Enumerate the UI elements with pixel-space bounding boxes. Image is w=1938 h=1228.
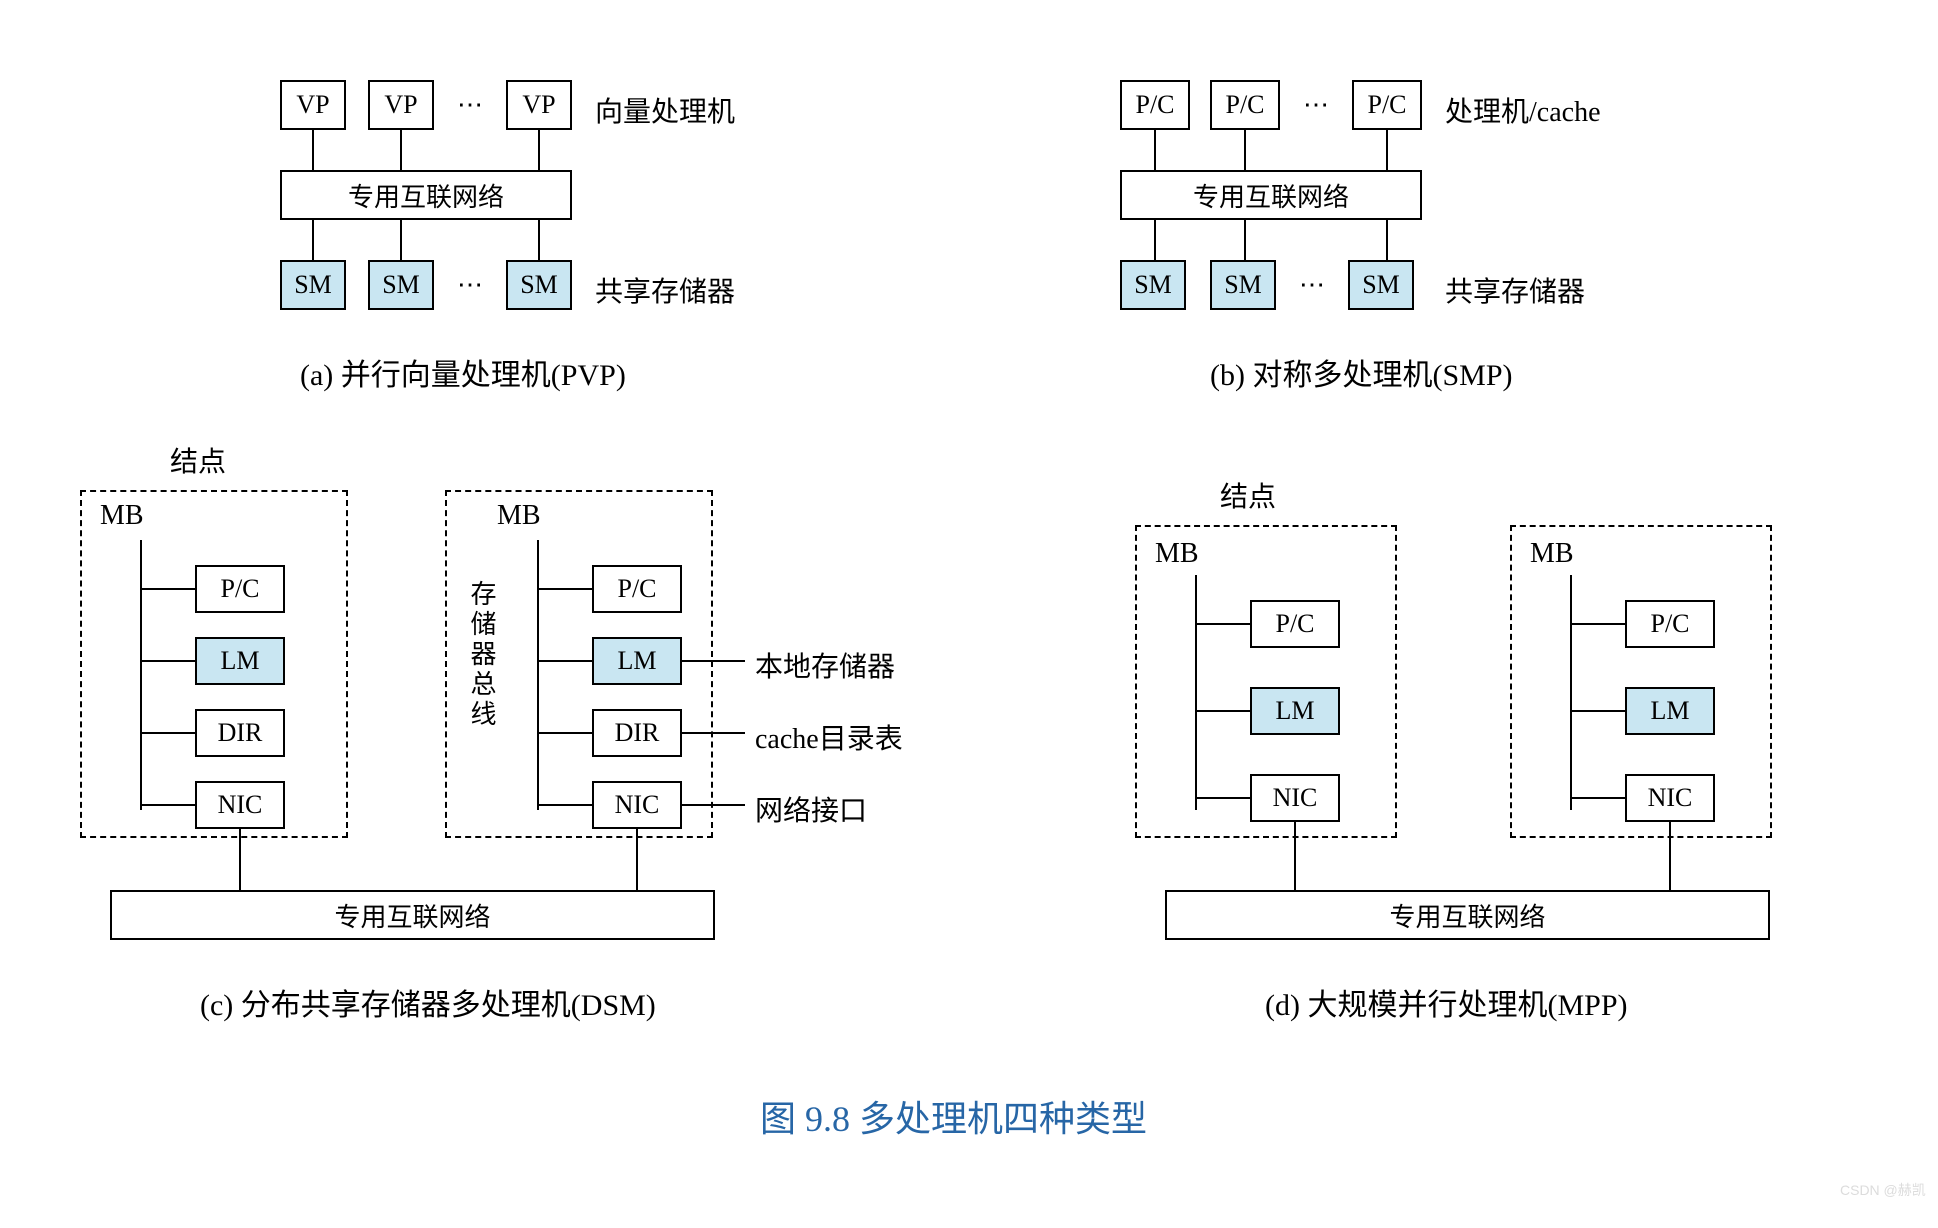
mpp-caption: (d) 大规模并行处理机(MPP)	[1265, 980, 1628, 1024]
pvp-vp-box: VP	[506, 80, 572, 130]
dsm-caption: (c) 分布共享存储器多处理机(DSM)	[200, 980, 656, 1024]
mpp-nic-box: NIC	[1250, 774, 1340, 822]
smp-pc-box: P/C	[1120, 80, 1190, 130]
smp-pc-box: P/C	[1210, 80, 1280, 130]
smp-pc-box: P/C	[1352, 80, 1422, 130]
figure-title: 图 9.8 多处理机四种类型	[760, 1090, 1147, 1142]
figure-canvas: VP VP ⋯ VP 向量处理机 专用互联网络 SM SM ⋯ SM 共享存储器…	[20, 20, 1938, 1208]
pvp-sm-box: SM	[368, 260, 434, 310]
ellipsis: ⋯	[1282, 260, 1342, 310]
dsm-dir-box: DIR	[592, 709, 682, 757]
dsm-lm-box: LM	[592, 637, 682, 685]
mpp-lm-box: LM	[1625, 687, 1715, 735]
pvp-network-box: 专用互联网络	[280, 170, 572, 220]
mpp-nic-box: NIC	[1625, 774, 1715, 822]
mpp-mb-label: MB	[1530, 538, 1574, 570]
dsm-nic-box: NIC	[195, 781, 285, 829]
dsm-bus-vertical-label: 存储器总线	[463, 580, 500, 730]
smp-caption: (b) 对称多处理机(SMP)	[1210, 350, 1513, 394]
smp-network-box: 专用互联网络	[1120, 170, 1422, 220]
dsm-nic-box: NIC	[592, 781, 682, 829]
pvp-sm-box: SM	[506, 260, 572, 310]
watermark: CSDN @赫凯	[1840, 1180, 1926, 1200]
pvp-sm-box: SM	[280, 260, 346, 310]
dsm-pc-box: P/C	[592, 565, 682, 613]
pvp-caption: (a) 并行向量处理机(PVP)	[300, 350, 626, 394]
dsm-label-nic: 网络接口	[755, 789, 867, 829]
dsm-node-label: 结点	[170, 440, 226, 480]
dsm-label-dir: cache目录表	[755, 717, 903, 757]
mpp-mb-label: MB	[1155, 538, 1199, 570]
mpp-pc-box: P/C	[1625, 600, 1715, 648]
pvp-vp-box: VP	[280, 80, 346, 130]
mpp-lm-box: LM	[1250, 687, 1340, 735]
dsm-mb-label: MB	[100, 500, 144, 532]
mpp-network-box: 专用互联网络	[1165, 890, 1770, 940]
smp-sm-box: SM	[1120, 260, 1186, 310]
ellipsis: ⋯	[440, 80, 500, 130]
smp-top-label: 处理机/cache	[1445, 90, 1601, 130]
mpp-node-label: 结点	[1220, 475, 1276, 515]
dsm-dir-box: DIR	[195, 709, 285, 757]
pvp-vp-box: VP	[368, 80, 434, 130]
ellipsis: ⋯	[1286, 80, 1346, 130]
dsm-network-box: 专用互联网络	[110, 890, 715, 940]
mpp-pc-box: P/C	[1250, 600, 1340, 648]
dsm-lm-box: LM	[195, 637, 285, 685]
smp-sm-box: SM	[1210, 260, 1276, 310]
smp-sm-box: SM	[1348, 260, 1414, 310]
pvp-top-label: 向量处理机	[595, 90, 735, 130]
dsm-mb-label: MB	[497, 500, 541, 532]
dsm-label-lm: 本地存储器	[755, 645, 895, 685]
ellipsis: ⋯	[440, 260, 500, 310]
dsm-pc-box: P/C	[195, 565, 285, 613]
smp-bot-label: 共享存储器	[1445, 270, 1585, 310]
pvp-bot-label: 共享存储器	[595, 270, 735, 310]
